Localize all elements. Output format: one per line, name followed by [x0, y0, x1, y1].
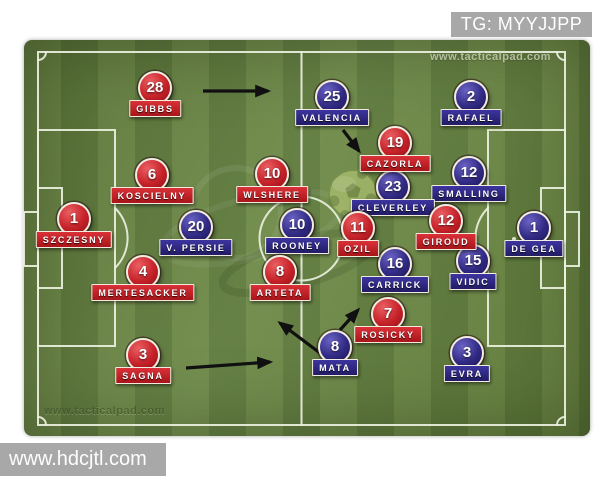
player-name-plate: SAGNA	[115, 367, 171, 384]
player-number-badge: 3	[126, 338, 160, 372]
player-name-plate: KOSCIELNY	[110, 187, 194, 204]
player-number-badge: 6	[135, 158, 169, 192]
player-name-plate: RAFAEL	[440, 109, 502, 126]
player-name-plate: OZIL	[337, 240, 379, 257]
player-name-plate: VALENCIA	[295, 109, 369, 126]
player-name-plate: ROSICKY	[354, 326, 422, 343]
player-name-plate: ROONEY	[265, 237, 329, 254]
site-watermark-label: www.hdcjtl.com	[0, 443, 166, 476]
player-name-plate: GIROUD	[415, 233, 477, 250]
player-number-badge: 7	[371, 297, 405, 331]
player-name-plate: MERTESACKER	[91, 284, 195, 301]
player-number-badge: 3	[450, 336, 484, 370]
player-name-plate: CAZORLA	[359, 155, 431, 172]
player-number-badge: 12	[429, 204, 463, 238]
player-name-plate: SZCZESNY	[35, 231, 113, 248]
player-name-plate: DE GEA	[504, 240, 564, 257]
player-name-plate: SMALLING	[431, 185, 507, 202]
player-name-plate: ARTETA	[249, 284, 311, 301]
player-name-plate: GIBBS	[129, 100, 181, 117]
player-name-plate: EVRA	[443, 365, 491, 382]
player-name-plate: MATA	[312, 359, 358, 376]
player-number-badge: 19	[378, 126, 412, 160]
player-name-plate: V. PERSIE	[159, 239, 233, 256]
player-number-badge: 28	[138, 71, 172, 105]
player-number-badge: 8	[263, 255, 297, 289]
player-name-plate: CARRICK	[360, 276, 430, 293]
tg-watermark-label: TG: MYYJJPP	[451, 12, 592, 37]
player-name-plate: WLSHERE	[236, 186, 308, 203]
player-number-badge: 12	[452, 156, 486, 190]
player-name-plate: VIDIC	[449, 273, 497, 290]
